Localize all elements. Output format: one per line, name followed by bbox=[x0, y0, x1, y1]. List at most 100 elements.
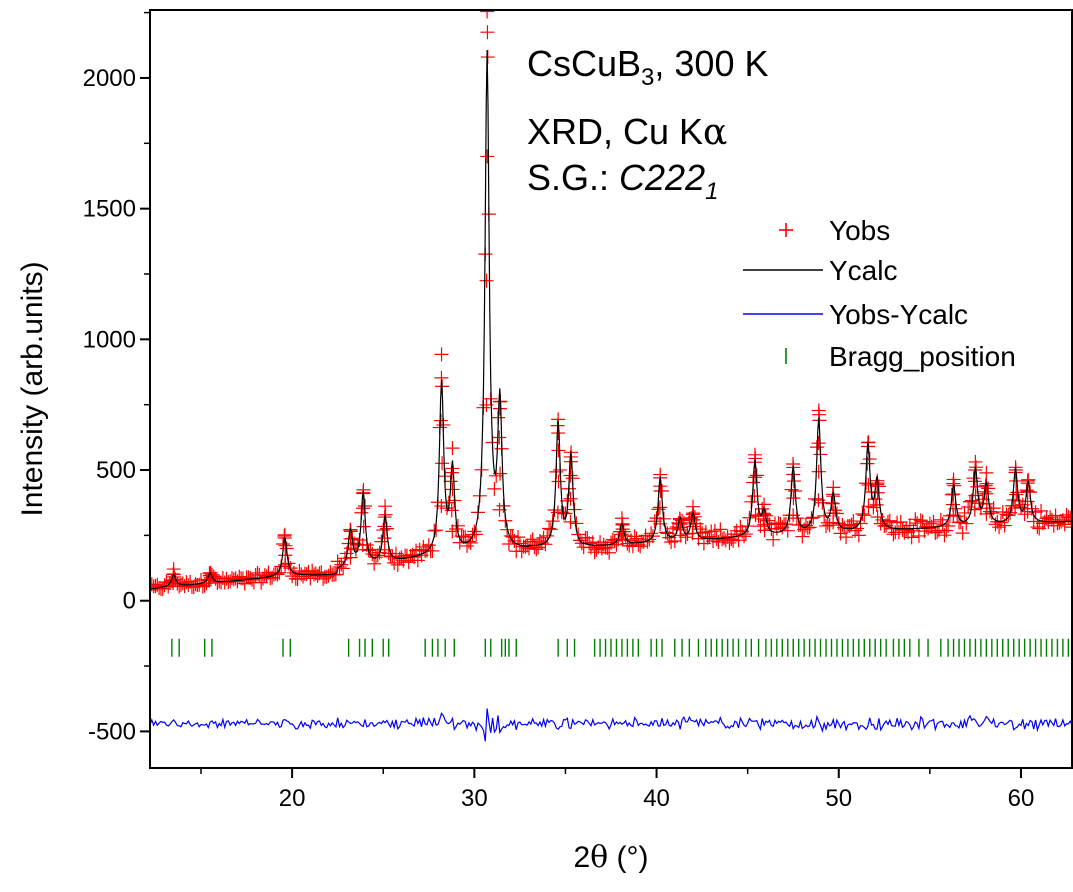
yobs-point bbox=[1052, 515, 1067, 530]
yobs-point bbox=[301, 564, 316, 579]
yobs-point bbox=[1008, 501, 1023, 516]
yobs-point bbox=[941, 518, 956, 533]
yobs-point bbox=[571, 527, 586, 542]
x-tick-label: 30 bbox=[461, 785, 488, 812]
yobs-point bbox=[480, 10, 495, 19]
legend-item-yobs: Yobs bbox=[779, 215, 890, 246]
x-tick-label: 40 bbox=[643, 785, 670, 812]
yobs-point bbox=[445, 482, 460, 497]
yobs-point bbox=[748, 470, 763, 485]
yobs-point bbox=[797, 522, 812, 537]
yobs-point bbox=[444, 503, 459, 518]
yobs-point bbox=[1065, 520, 1072, 535]
yobs-point bbox=[370, 548, 385, 563]
yobs-point bbox=[995, 504, 1010, 519]
yobs-point bbox=[232, 569, 247, 584]
yobs-point bbox=[312, 566, 327, 581]
yobs-point bbox=[967, 502, 982, 517]
yobs-point bbox=[904, 530, 919, 545]
yobs-point bbox=[507, 533, 522, 548]
yobs-point bbox=[321, 568, 336, 583]
yobs-point bbox=[722, 535, 737, 550]
axes: 20 30 40 50 60 -500 0 500 1000 1500 2000 bbox=[83, 11, 1035, 812]
yobs-point bbox=[435, 456, 450, 471]
yobs-point bbox=[563, 491, 578, 506]
yobs-point bbox=[908, 512, 923, 527]
yobs-point bbox=[839, 530, 854, 545]
yobs-point bbox=[226, 572, 241, 587]
yobs-point bbox=[622, 538, 637, 553]
yobs-point bbox=[729, 523, 744, 538]
yobs-point bbox=[323, 565, 338, 580]
yobs-point bbox=[563, 468, 578, 483]
yobs-point bbox=[551, 474, 566, 489]
yobs-point bbox=[737, 529, 752, 544]
yobs-point bbox=[689, 516, 704, 531]
legend: Yobs Ycalc Yobs-Ycalc Bragg_position bbox=[743, 215, 1016, 372]
yobs-point bbox=[902, 518, 917, 533]
yobs-point bbox=[953, 515, 968, 530]
yobs-point bbox=[157, 578, 172, 593]
yobs-point bbox=[851, 528, 866, 543]
yobs-point bbox=[492, 430, 507, 445]
yobs-point bbox=[434, 347, 449, 362]
yobs-point bbox=[955, 526, 970, 541]
yobs-point bbox=[910, 516, 925, 531]
legend-marker-yobs bbox=[779, 223, 793, 237]
difference-series bbox=[150, 708, 1072, 742]
yobs-point bbox=[993, 515, 1008, 530]
y-tick-label: 1000 bbox=[83, 326, 136, 353]
yobs-point bbox=[962, 494, 977, 509]
yobs-point bbox=[913, 513, 928, 528]
yobs-point bbox=[1034, 503, 1049, 518]
yobs-point bbox=[957, 505, 972, 520]
yobs-point bbox=[627, 529, 642, 544]
yobs-point bbox=[1063, 510, 1072, 525]
x-tick-label: 20 bbox=[279, 785, 306, 812]
yobs-point bbox=[356, 519, 371, 534]
yobs-point bbox=[959, 516, 974, 531]
yobs-point bbox=[837, 520, 852, 535]
yobs-point bbox=[542, 521, 557, 536]
yobs-point bbox=[501, 537, 516, 552]
yobs-point bbox=[844, 517, 859, 532]
yobs-point bbox=[1001, 508, 1016, 523]
difference-line bbox=[150, 708, 1072, 742]
yobs-point bbox=[292, 564, 307, 579]
yobs-point bbox=[890, 515, 905, 530]
x-tick-label: 50 bbox=[825, 785, 852, 812]
yobs-point bbox=[445, 441, 460, 456]
x-tick-label: 60 bbox=[1008, 785, 1035, 812]
yobs-point bbox=[922, 516, 937, 531]
yobs-point bbox=[833, 526, 848, 541]
yobs-point bbox=[480, 25, 495, 40]
yobs-point bbox=[594, 541, 609, 556]
yobs-point bbox=[237, 576, 252, 591]
legend-label-yobs: Yobs bbox=[829, 215, 890, 246]
yobs-point bbox=[270, 567, 285, 582]
yobs-point bbox=[893, 514, 908, 529]
yobs-point bbox=[819, 518, 834, 533]
yobs-point bbox=[511, 530, 526, 545]
ycalc-line bbox=[150, 50, 1072, 590]
bragg-position-ticks bbox=[171, 638, 1070, 657]
legend-label-ycalc: Ycalc bbox=[829, 255, 897, 286]
yobs-point bbox=[895, 523, 910, 538]
yobs-point bbox=[532, 534, 547, 549]
annotation-compound: CsCuB3, 300 K bbox=[527, 43, 768, 91]
yobs-point bbox=[935, 517, 950, 532]
y-tick-label: 0 bbox=[123, 588, 136, 615]
yobs-point bbox=[853, 516, 868, 531]
yobs-point bbox=[445, 524, 460, 539]
ycalc-series bbox=[150, 50, 1072, 590]
yobs-point bbox=[707, 523, 722, 538]
legend-item-difference: Yobs-Ycalc bbox=[743, 299, 968, 330]
yobs-point bbox=[1046, 518, 1061, 533]
yobs-point bbox=[1039, 511, 1054, 526]
yobs-point bbox=[811, 436, 826, 451]
yobs-point bbox=[150, 582, 157, 597]
yobs-point bbox=[961, 500, 976, 515]
yobs-point bbox=[711, 535, 726, 550]
yobs-point bbox=[653, 483, 668, 498]
